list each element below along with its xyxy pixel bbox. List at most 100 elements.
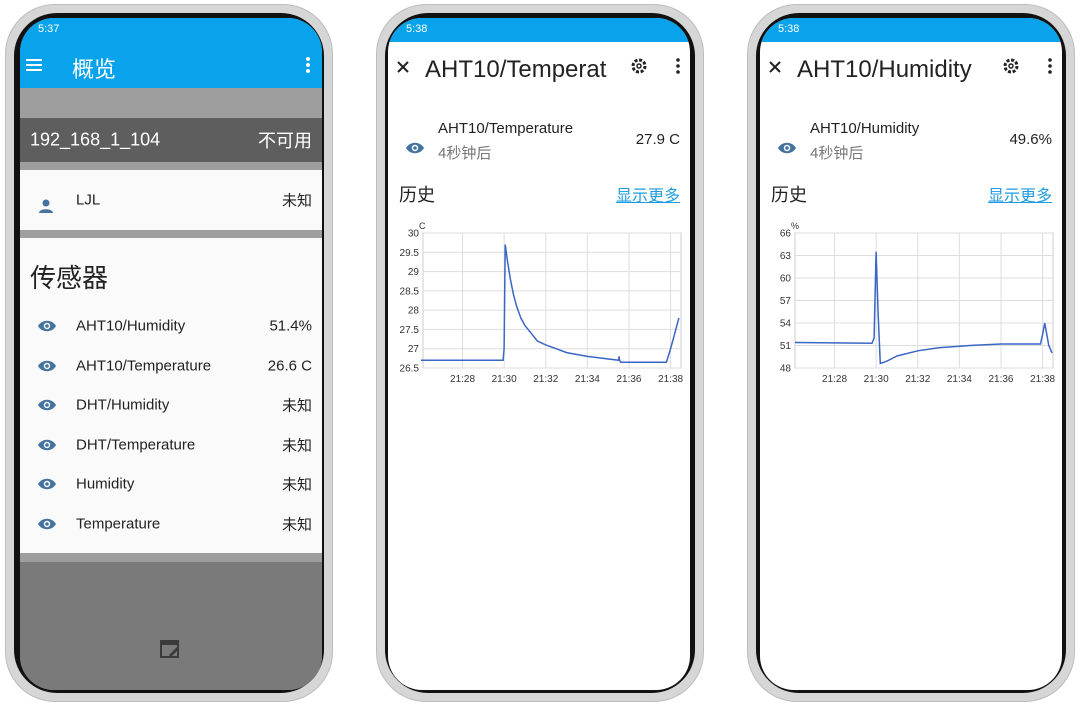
eye-icon (778, 142, 796, 154)
entity-updated: 4秒钟后 (810, 145, 864, 162)
eye-center (45, 403, 49, 407)
y-tick-label: 63 (780, 251, 792, 262)
edit-icon[interactable] (159, 638, 181, 660)
more-button[interactable] (302, 55, 314, 75)
more-button[interactable] (1045, 56, 1055, 76)
sensor-value: 未知 (281, 397, 312, 415)
dot (1048, 58, 1052, 62)
x-tick-label: 21:36 (988, 374, 1013, 385)
x-tick-label: 21:32 (905, 374, 930, 385)
status-bar: 5:38 (760, 18, 1062, 42)
user-state: 未知 (281, 192, 312, 210)
x-tick-label: 21:30 (492, 374, 517, 385)
phone-screen: 5:37 概览 192_168_1_104 不可用 LJL 未知 传感器 AHT… (20, 18, 322, 690)
sensor-name: Temperature (76, 515, 161, 532)
page-title: AHT10/Humidity (797, 56, 972, 83)
entity-value: 27.9 C (635, 131, 680, 148)
person-icon (39, 199, 53, 213)
eye-icon (38, 439, 56, 450)
y-tick-label: 29 (408, 267, 420, 278)
device-name: 192_168_1_104 (30, 129, 161, 150)
eye-center (45, 324, 49, 328)
status-time: 5:38 (406, 23, 428, 35)
gear (1003, 58, 1019, 74)
y-tick-label: 30 (408, 229, 420, 240)
eye-icon (406, 142, 424, 154)
series-line (794, 251, 1053, 365)
history-chart: % 48 51 54 57 60 63 66 21:28 21:30 21:32 21:34 21:36… (780, 221, 1056, 385)
sensor-name: AHT10/Humidity (76, 317, 186, 335)
y-tick-label: 57 (780, 296, 792, 307)
sensor-name: DHT/Humidity (76, 396, 170, 414)
series-line (420, 244, 680, 363)
y-tick-label: 28 (408, 306, 420, 317)
dot (676, 58, 680, 62)
menu-button[interactable] (24, 55, 44, 75)
x-tick-label: 21:34 (575, 374, 600, 385)
close-shape (769, 61, 781, 73)
sensor-name: AHT10/Temperature (76, 357, 212, 374)
y-tick-label: 54 (780, 319, 792, 330)
user-card: LJL 未知 (20, 170, 322, 230)
settings-button[interactable] (630, 57, 648, 75)
close-button[interactable] (767, 59, 783, 75)
app-bar: 概览 (20, 42, 322, 88)
eye-icon (38, 320, 56, 332)
gear-hole (636, 63, 642, 69)
dot (1048, 70, 1052, 74)
entity-value: 49.6% (1009, 131, 1052, 148)
bottom-area (20, 562, 322, 690)
y-tick-label: 48 (780, 364, 792, 375)
x-tick-label: 21:38 (1030, 374, 1055, 385)
gear-hole (1008, 63, 1014, 69)
y-tick-label: 27 (408, 344, 420, 355)
page-title: AHT10/Temperat (425, 56, 607, 83)
x-tick-label: 21:36 (616, 374, 641, 385)
y-unit: % (791, 221, 799, 231)
user-name: LJL (76, 191, 101, 209)
entity-name: AHT10/Temperature (438, 120, 574, 137)
x-tick-label: 21:32 (533, 374, 558, 385)
status-bar: 5:37 (20, 18, 322, 42)
close-shape (397, 61, 409, 73)
eye-center (45, 442, 49, 447)
phone-screen: 5:38 AHT10/Temperat AHT10/Temperature 4秒钟后 2… (388, 18, 690, 690)
x-tick-label: 21:38 (658, 374, 683, 385)
sensor-value: 26.6 C (267, 357, 312, 374)
settings-button[interactable] (1002, 57, 1020, 75)
dot (676, 70, 680, 74)
show-more-link[interactable]: 显示更多 (987, 188, 1052, 205)
y-tick-label: 27.5 (400, 325, 420, 336)
history-title: 历史 (771, 185, 807, 205)
device-state: 不可用 (258, 131, 312, 151)
y-tick-label: 60 (780, 274, 792, 285)
sensor-value: 未知 (281, 437, 312, 454)
y-tick-label: 29.5 (400, 248, 420, 259)
sensor-name: Humidity (76, 475, 135, 493)
app-title: 概览 (72, 57, 117, 82)
section-title: 传感器 (30, 263, 109, 293)
x-tick-label: 21:30 (864, 374, 889, 385)
eye-center (413, 146, 417, 150)
eye-center (45, 521, 49, 526)
y-tick-label: 28.5 (400, 286, 420, 297)
show-more-link[interactable]: 显示更多 (615, 188, 680, 205)
eye-center (785, 146, 789, 150)
y-tick-label: 26.5 (400, 364, 420, 375)
status-bar: 5:38 (388, 18, 690, 42)
close-button[interactable] (395, 59, 411, 75)
more-button[interactable] (673, 56, 683, 76)
sensor-value: 51.4% (269, 317, 312, 335)
y-tick-label: 66 (780, 229, 792, 240)
device-row[interactable]: 192_168_1_104 不可用 (20, 118, 322, 162)
y-unit: C (419, 221, 426, 231)
eye-icon (38, 478, 56, 490)
sensor-card: 传感器 AHT10/Humidity 51.4% AHT10/Temperature… (20, 238, 322, 553)
gear (631, 58, 647, 74)
entity-updated: 4秒钟后 (438, 145, 492, 162)
eye-icon (38, 518, 56, 529)
entity-name: AHT10/Humidity (810, 120, 920, 137)
x-tick-label: 21:34 (947, 374, 972, 385)
